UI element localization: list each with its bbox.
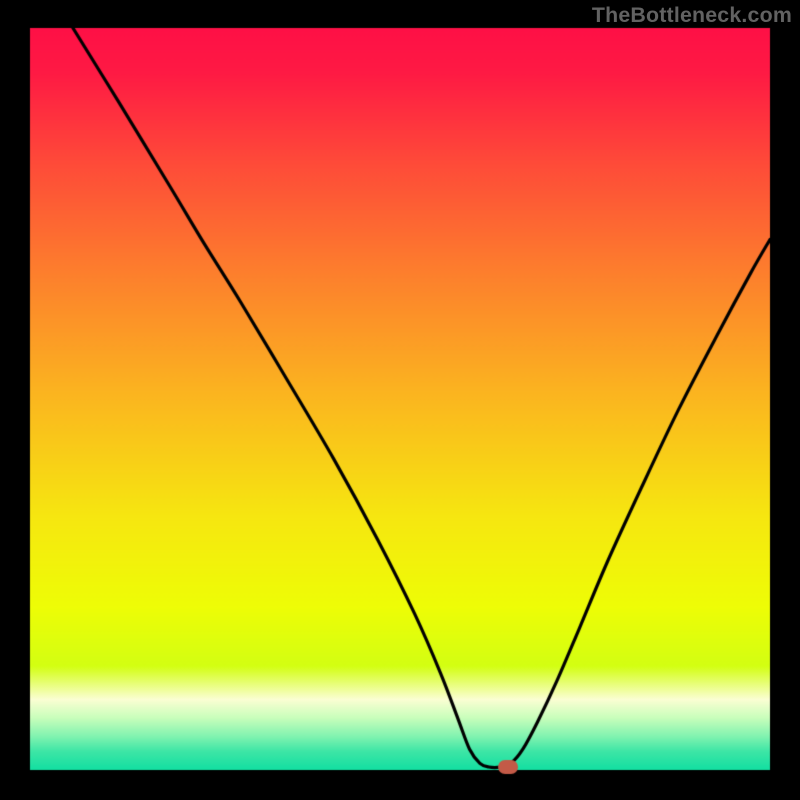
watermark-label: TheBottleneck.com <box>592 3 792 28</box>
chart-stage: TheBottleneck.com <box>0 0 800 800</box>
chart-canvas <box>0 0 800 800</box>
